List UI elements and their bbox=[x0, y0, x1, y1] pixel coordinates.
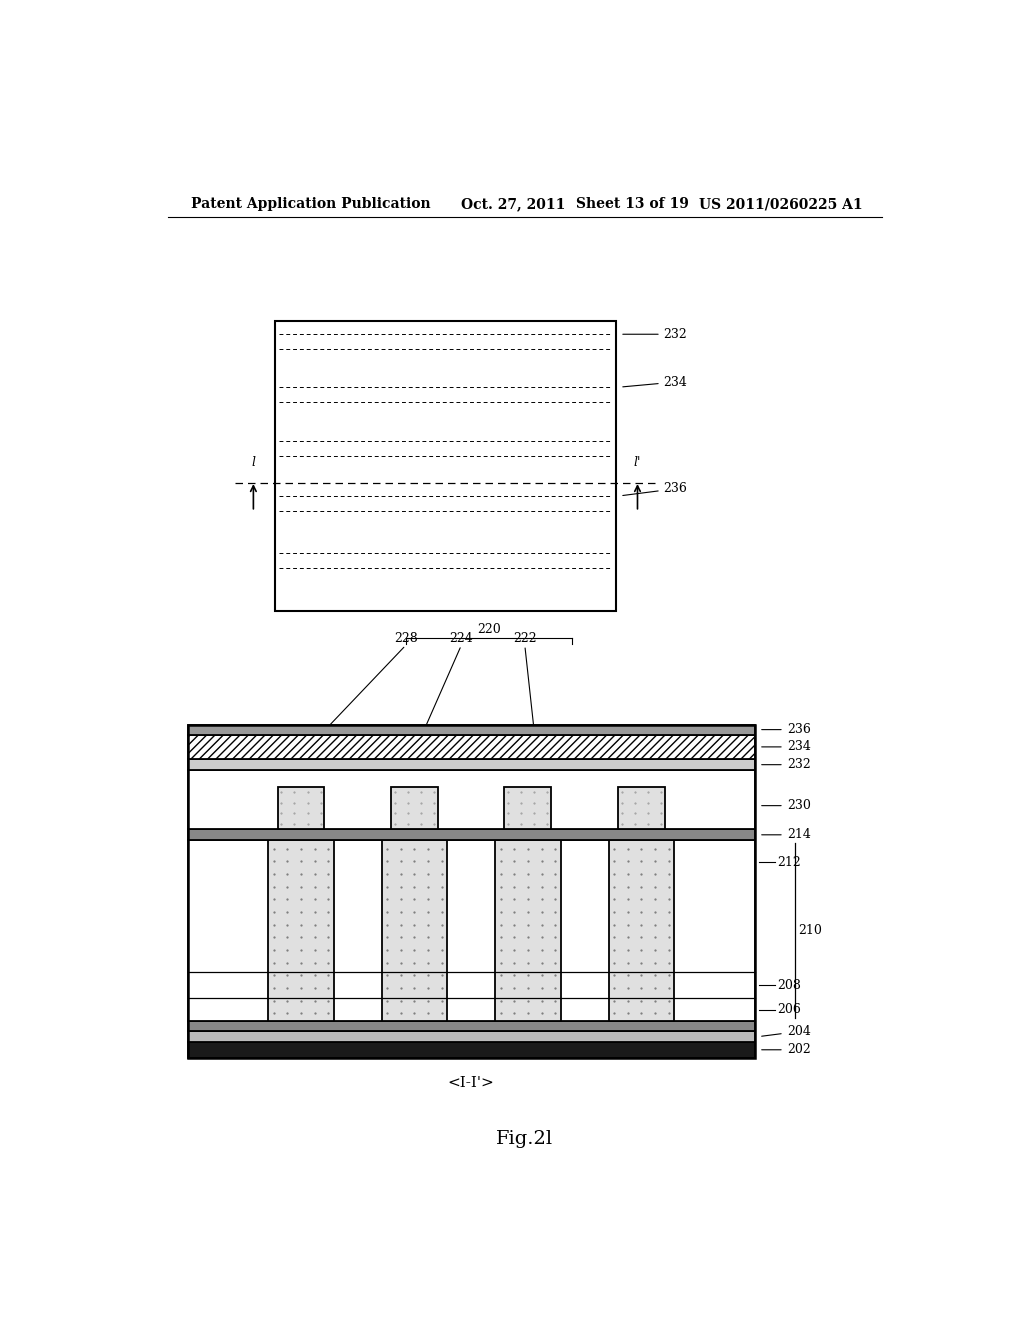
Bar bbox=[382, 841, 447, 1022]
Text: 236: 236 bbox=[762, 723, 811, 737]
Text: US 2011/0260225 A1: US 2011/0260225 A1 bbox=[699, 197, 863, 211]
Text: 234: 234 bbox=[623, 375, 687, 388]
Bar bbox=[187, 759, 755, 771]
Text: 232: 232 bbox=[623, 327, 687, 341]
Bar bbox=[187, 725, 755, 735]
Text: 236: 236 bbox=[623, 482, 687, 495]
Text: Sheet 13 of 19: Sheet 13 of 19 bbox=[577, 197, 689, 211]
Bar bbox=[609, 841, 674, 1022]
Text: 228: 228 bbox=[394, 632, 418, 645]
Text: 214: 214 bbox=[762, 829, 811, 841]
Text: 212: 212 bbox=[777, 855, 801, 869]
Bar bbox=[187, 771, 755, 829]
Text: 210: 210 bbox=[799, 924, 822, 937]
Bar bbox=[278, 787, 325, 829]
Text: Oct. 27, 2011: Oct. 27, 2011 bbox=[461, 197, 565, 211]
Text: 202: 202 bbox=[762, 1043, 810, 1056]
Text: 220: 220 bbox=[477, 623, 501, 636]
Text: 208: 208 bbox=[777, 978, 801, 991]
Bar bbox=[187, 735, 755, 759]
Bar bbox=[187, 725, 755, 1057]
Bar bbox=[617, 787, 665, 829]
Bar bbox=[496, 841, 560, 1022]
Bar bbox=[187, 1031, 755, 1041]
Bar bbox=[268, 841, 334, 1022]
Text: Patent Application Publication: Patent Application Publication bbox=[191, 197, 431, 211]
Bar bbox=[187, 829, 755, 841]
Text: 204: 204 bbox=[762, 1026, 811, 1038]
Text: Fig.2l: Fig.2l bbox=[497, 1130, 553, 1148]
Bar bbox=[187, 1041, 755, 1057]
Text: 222: 222 bbox=[513, 632, 537, 645]
Bar bbox=[187, 1022, 755, 1031]
Bar bbox=[274, 321, 616, 611]
Text: 232: 232 bbox=[762, 758, 810, 771]
Text: 206: 206 bbox=[777, 1003, 801, 1016]
Text: l: l bbox=[251, 455, 255, 469]
Text: l': l' bbox=[634, 455, 641, 469]
Bar bbox=[505, 787, 552, 829]
Bar bbox=[187, 841, 755, 1022]
Text: 224: 224 bbox=[450, 632, 473, 645]
Text: 230: 230 bbox=[762, 799, 811, 812]
Bar bbox=[391, 787, 438, 829]
Bar bbox=[187, 735, 755, 759]
Text: <I-I'>: <I-I'> bbox=[447, 1076, 495, 1090]
Text: 234: 234 bbox=[762, 741, 811, 754]
